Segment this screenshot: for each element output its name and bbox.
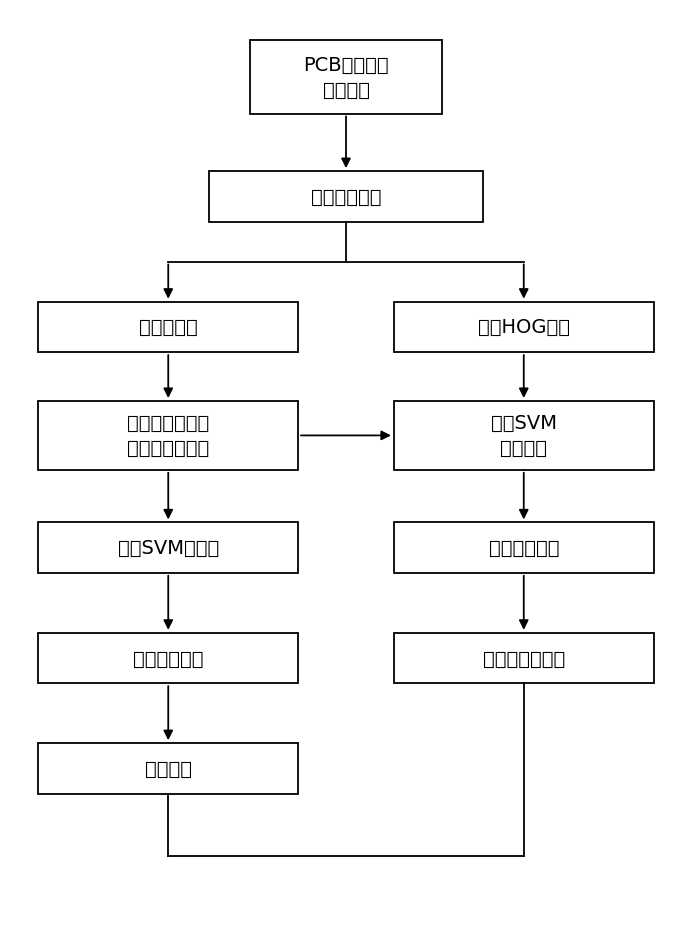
Bar xyxy=(394,302,654,353)
Text: 图像预处理: 图像预处理 xyxy=(139,318,198,337)
Bar xyxy=(38,302,298,353)
Text: 提取HOG特征: 提取HOG特征 xyxy=(477,318,570,337)
Bar xyxy=(394,401,654,470)
Bar xyxy=(251,41,441,114)
Text: 第一SVM分类器: 第一SVM分类器 xyxy=(118,539,219,557)
Bar xyxy=(38,633,298,683)
Text: 最终分类结果: 最终分类结果 xyxy=(489,539,559,557)
Text: 采集焊点图像: 采集焊点图像 xyxy=(311,187,381,207)
Bar xyxy=(38,523,298,573)
Text: 提取形状特征和
纹理特征的参数: 提取形状特征和 纹理特征的参数 xyxy=(127,414,210,458)
Bar xyxy=(394,523,654,573)
Text: 第二SVM
多分类器: 第二SVM 多分类器 xyxy=(491,414,557,458)
Text: 初步分类结果: 初步分类结果 xyxy=(133,649,203,667)
Bar xyxy=(394,633,654,683)
Text: 最终分类准确率: 最终分类准确率 xyxy=(482,649,565,667)
Text: 误检焊点: 误检焊点 xyxy=(145,759,192,778)
Bar xyxy=(209,171,483,222)
Bar xyxy=(38,743,298,794)
Text: PCB焊点图像
采集系统: PCB焊点图像 采集系统 xyxy=(303,56,389,99)
Bar xyxy=(38,401,298,470)
